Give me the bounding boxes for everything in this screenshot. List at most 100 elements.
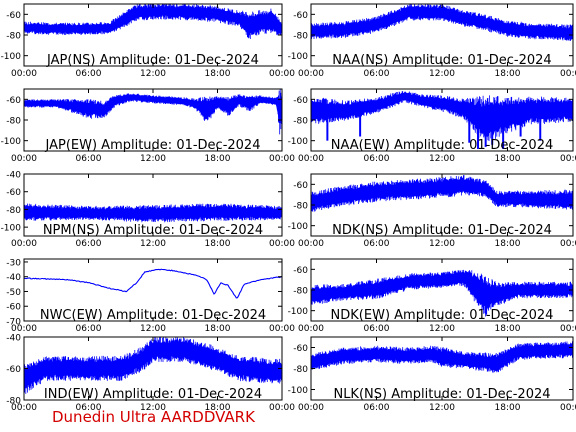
x-tick-label: 00:00: [560, 154, 576, 164]
y-tick-label: -80: [293, 365, 308, 375]
x-tick-label: 00:00: [298, 154, 324, 164]
chart-title: JAP(EW) Amplitude: 01-Dec-2024: [45, 138, 261, 153]
x-tick-label: 18:00: [205, 239, 231, 249]
x-tick-label: 00:00: [298, 324, 324, 334]
x-tick-label: 00:00: [560, 403, 576, 413]
y-tick-label: -100: [288, 386, 309, 396]
x-tick-label: 00:00: [298, 239, 324, 249]
x-tick-label: 00:00: [560, 239, 576, 249]
x-tick-label: 06:00: [76, 324, 102, 334]
x-tick-label: 00:00: [11, 154, 37, 164]
x-tick-label: 00:00: [560, 69, 576, 79]
x-tick-label: 18:00: [205, 69, 231, 79]
x-tick-label: 18:00: [205, 403, 231, 413]
x-tick-label: 00:00: [298, 69, 324, 79]
chart-title: NWC(EW) Amplitude: 01-Dec-2024: [40, 308, 266, 323]
y-tick-label: -60: [293, 96, 308, 106]
series-noise: [311, 341, 573, 373]
y-tick-label: -100: [1, 137, 22, 147]
x-tick-label: 06:00: [76, 154, 102, 164]
y-tick-label: -70: [6, 318, 21, 328]
series-noise: [24, 89, 282, 135]
chart-panel: -60 -80 -100 00:00 06:00 12:00 18:00 00:00 JAP(N…: [1, 3, 295, 79]
series-noise: [311, 4, 573, 41]
y-tick-label: -40: [6, 273, 21, 283]
y-tick-label: -100: [1, 52, 22, 62]
chart-panel: -60 -80 -100 00:00 06:00 12:00 18:00 00:00 JAP(E…: [1, 88, 295, 164]
chart-title: NPM(NS) Amplitude: 01-Dec-2024: [43, 223, 263, 238]
y-tick-label: -60: [6, 365, 21, 375]
series-noise: [311, 91, 573, 141]
x-tick-label: 00:00: [269, 324, 295, 334]
x-tick-label: 18:00: [495, 69, 521, 79]
chart-title: IND(EW) Amplitude: 01-Dec-2024: [44, 387, 262, 402]
y-tick-label: -60: [6, 96, 21, 106]
y-tick-label: -80: [6, 397, 21, 407]
x-tick-label: 00:00: [269, 403, 295, 413]
x-tick-label: 00:00: [269, 154, 295, 164]
chart-panel: -60 -80 -100 00:00 06:00 12:00 18:00 00:00 NDK(N…: [288, 173, 576, 249]
x-tick-label: 06:00: [364, 239, 390, 249]
x-tick-label: 12:00: [429, 324, 455, 334]
chart-title: NAA(EW) Amplitude: 01-Dec-2024: [331, 138, 554, 153]
x-tick-label: 12:00: [429, 239, 455, 249]
chart-panel: -60 -80 -100 00:00 06:00 12:00 18:00 00:00 NAA(E…: [288, 88, 576, 164]
x-tick-label: 06:00: [76, 403, 102, 413]
x-tick-label: 06:00: [364, 403, 390, 413]
footer-credit: Dunedin Ultra AARDDVARK: [52, 408, 255, 426]
series-noise: [24, 4, 282, 39]
y-tick-label: -30: [6, 258, 21, 268]
y-tick-label: -100: [288, 307, 309, 317]
y-tick-label: -100: [288, 137, 309, 147]
y-tick-label: -100: [1, 224, 22, 234]
chart-title: JAP(NS) Amplitude: 01-Dec-2024: [46, 53, 259, 68]
x-tick-label: 18:00: [495, 239, 521, 249]
y-tick-label: -60: [6, 303, 21, 313]
chart-panel: -60 -80 -100 00:00 06:00 12:00 18:00 00:00 NAA(N…: [288, 3, 576, 79]
x-tick-label: 18:00: [205, 324, 231, 334]
y-tick-label: -80: [293, 32, 308, 42]
chart-title: NDK(EW) Amplitude: 01-Dec-2024: [331, 308, 554, 323]
y-tick-label: -60: [6, 11, 21, 21]
x-tick-label: 06:00: [76, 239, 102, 249]
y-tick-label: -40: [6, 334, 21, 344]
x-tick-label: 12:00: [429, 403, 455, 413]
y-tick-label: -60: [6, 188, 21, 198]
series-noise: [24, 203, 282, 223]
chart-panel: -60 -80 -100 00:00 06:00 12:00 18:00 00:00 NLK(N…: [288, 336, 576, 413]
x-tick-label: 00:00: [11, 324, 37, 334]
series-line: [24, 268, 282, 299]
y-tick-label: -60: [293, 344, 308, 354]
x-tick-label: 12:00: [140, 403, 166, 413]
x-tick-label: 00:00: [560, 324, 576, 334]
x-tick-label: 18:00: [495, 154, 521, 164]
y-tick-label: -80: [6, 206, 21, 216]
series-noise: [24, 337, 282, 394]
y-tick-label: -60: [293, 181, 308, 191]
x-tick-label: 12:00: [429, 154, 455, 164]
y-tick-label: -60: [293, 266, 308, 276]
y-tick-label: -40: [6, 171, 21, 181]
y-tick-label: -60: [293, 11, 308, 21]
x-tick-label: 00:00: [11, 69, 37, 79]
x-tick-label: 12:00: [140, 154, 166, 164]
x-tick-label: 06:00: [364, 154, 390, 164]
x-tick-label: 06:00: [364, 324, 390, 334]
y-tick-label: -100: [288, 222, 309, 232]
x-tick-label: 00:00: [11, 239, 37, 249]
x-tick-label: 06:00: [364, 69, 390, 79]
y-tick-label: -80: [293, 202, 308, 212]
x-tick-label: 06:00: [76, 69, 102, 79]
x-tick-label: 18:00: [495, 324, 521, 334]
y-tick-label: -50: [6, 288, 21, 298]
y-tick-label: -80: [293, 117, 308, 127]
series-noise: [311, 175, 573, 212]
x-tick-label: 12:00: [140, 69, 166, 79]
x-tick-label: 12:00: [140, 239, 166, 249]
x-tick-label: 18:00: [205, 154, 231, 164]
y-tick-label: -80: [6, 117, 21, 127]
y-tick-label: -80: [293, 287, 308, 297]
chart-panel: -60 -80 -100 00:00 06:00 12:00 18:00 00:00 NDK(E…: [288, 258, 576, 334]
